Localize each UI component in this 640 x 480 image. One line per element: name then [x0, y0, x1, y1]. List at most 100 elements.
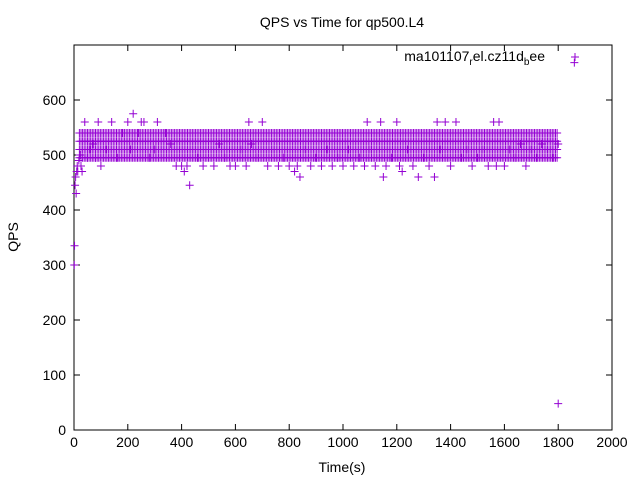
data-point: [425, 162, 434, 170]
data-point: [446, 162, 455, 170]
data-point: [478, 145, 487, 154]
legend: ma101107rel.cz11dbee: [404, 48, 579, 68]
data-point: [74, 156, 83, 165]
data-point: [312, 153, 321, 162]
data-point: [83, 153, 92, 162]
data-point: [161, 129, 170, 137]
x-tick-label: 1600: [489, 434, 520, 450]
data-point: [333, 153, 342, 162]
legend-label: ma101107rel.cz11dbee: [404, 48, 545, 68]
data-point: [220, 153, 229, 162]
y-tick-label: 600: [43, 92, 67, 108]
data-point: [554, 399, 563, 408]
data-point: [134, 129, 143, 137]
x-tick-label: 1800: [543, 434, 574, 450]
data-point: [123, 118, 132, 126]
data-point: [516, 140, 525, 148]
data-point: [153, 118, 162, 126]
data-point: [71, 181, 80, 190]
data-point: [70, 261, 79, 269]
data-point: [435, 145, 444, 154]
data-point: [76, 162, 85, 170]
data-point: [505, 145, 514, 154]
data-point: [457, 153, 466, 162]
data-point: [295, 173, 304, 181]
data-point: [484, 162, 493, 170]
data-point: [387, 153, 396, 162]
x-tick-label: 800: [278, 434, 302, 450]
data-point: [96, 162, 105, 170]
data-point: [215, 140, 224, 148]
x-axis-ticks: 0 200 400 600 800 1000 1200 1400 1600 1800 2000: [70, 45, 628, 450]
data-point: [145, 153, 154, 162]
y-tick-label: 400: [43, 202, 67, 218]
data-point: [538, 140, 547, 148]
data-point: [548, 153, 557, 162]
data-point: [553, 145, 562, 154]
data-point: [414, 173, 423, 181]
data-point: [317, 162, 326, 170]
data-point: [500, 162, 509, 170]
x-tick-label: 0: [70, 434, 78, 450]
y-tick-label: 500: [43, 147, 67, 163]
data-point: [392, 118, 401, 126]
data-point: [395, 162, 404, 170]
data-point: [285, 162, 294, 170]
data-point: [279, 153, 288, 162]
data-point: [252, 153, 261, 162]
data-point: [263, 162, 272, 170]
y-axis-label: QPS: [5, 222, 21, 252]
data-point: [88, 140, 97, 148]
data-point: [468, 162, 477, 170]
data-point: [408, 162, 417, 170]
data-point: [403, 145, 412, 154]
data-point: [328, 162, 337, 170]
data-point: [86, 145, 95, 154]
data-point: [433, 118, 442, 126]
data-point: [360, 162, 369, 170]
data-point: [269, 145, 278, 154]
data-point: [236, 145, 245, 154]
data-point: [185, 181, 194, 190]
data-point: [301, 145, 310, 154]
data-point: [339, 162, 347, 170]
data-point: [247, 140, 256, 148]
data-point: [209, 162, 218, 170]
x-tick-label: 1000: [327, 434, 358, 450]
data-point: [75, 151, 84, 159]
data-point: [306, 162, 315, 170]
data-point: [258, 118, 267, 126]
data-point: [451, 118, 460, 126]
data-point: [363, 118, 372, 126]
data-point: [204, 145, 213, 154]
data-point: [365, 145, 374, 154]
data-point: [102, 145, 111, 154]
x-tick-label: 400: [170, 434, 194, 450]
data-point: [180, 167, 189, 176]
data-point: [495, 118, 504, 126]
data-point: [462, 145, 471, 154]
data-point: [293, 162, 302, 170]
data-point: [242, 162, 251, 170]
data-point: [570, 58, 579, 67]
data-point: [129, 109, 138, 118]
data-point: [231, 162, 240, 170]
data-point: [355, 153, 364, 162]
data-point: [107, 118, 116, 126]
plot-area-frame: [73, 44, 613, 431]
data-point: [71, 173, 80, 181]
data-point: [274, 162, 283, 170]
data-point: [398, 167, 407, 176]
data-point: [430, 173, 439, 181]
data-point: [244, 118, 253, 126]
x-tick-label: 600: [224, 434, 248, 450]
data-point: [193, 153, 202, 162]
data-point: [94, 118, 103, 126]
data-point: [290, 167, 299, 176]
data-point: [382, 162, 391, 170]
data-point: [371, 162, 380, 170]
data-point: [113, 153, 122, 162]
y-tick-label: 100: [43, 367, 67, 383]
chart-title: QPS vs Time for qp500.L4: [260, 14, 424, 30]
data-point: [349, 162, 358, 170]
